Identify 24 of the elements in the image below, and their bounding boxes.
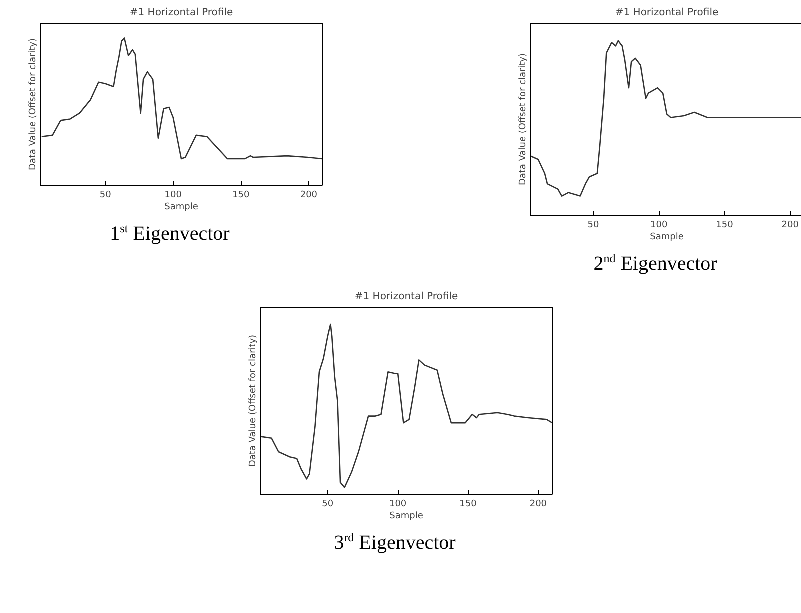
- chart-title: #1 Horizontal Profile: [130, 8, 234, 18]
- chart-title: #1 Horizontal Profile: [354, 291, 458, 302]
- chart-title: #1 Horizontal Profile: [615, 8, 719, 18]
- x-tick-label: 50: [100, 190, 112, 200]
- y-axis-title: Data Value (Offset for clarity): [248, 334, 258, 467]
- x-tick-label: 200: [782, 220, 800, 230]
- x-tick-label: 150: [460, 499, 478, 510]
- text: 3$^{rd}$ Eigenvector: [334, 528, 456, 556]
- x-tick-label: 50: [588, 220, 600, 230]
- text: 1$^{st}$ Eigenvector: [110, 220, 230, 247]
- x-axis-title: Sample: [390, 511, 424, 522]
- x-axis-title: Sample: [650, 232, 684, 242]
- x-tick-label: 50: [322, 499, 334, 510]
- x-tick-label: 150: [716, 220, 734, 230]
- x-tick-label: 200: [530, 499, 548, 510]
- x-tick-label: 200: [300, 190, 318, 200]
- x-tick-label: 100: [389, 499, 407, 510]
- y-axis-title: Data Value (Offset for clarity): [518, 53, 528, 186]
- x-axis-title: Sample: [164, 202, 199, 212]
- text: 2$^{nd}$ Eigenvector: [594, 250, 718, 277]
- x-tick-label: 150: [232, 190, 250, 200]
- x-tick-label: 100: [164, 190, 182, 200]
- y-axis-title: Data Value (Offset for clarity): [28, 38, 38, 171]
- x-tick-label: 100: [650, 220, 668, 230]
